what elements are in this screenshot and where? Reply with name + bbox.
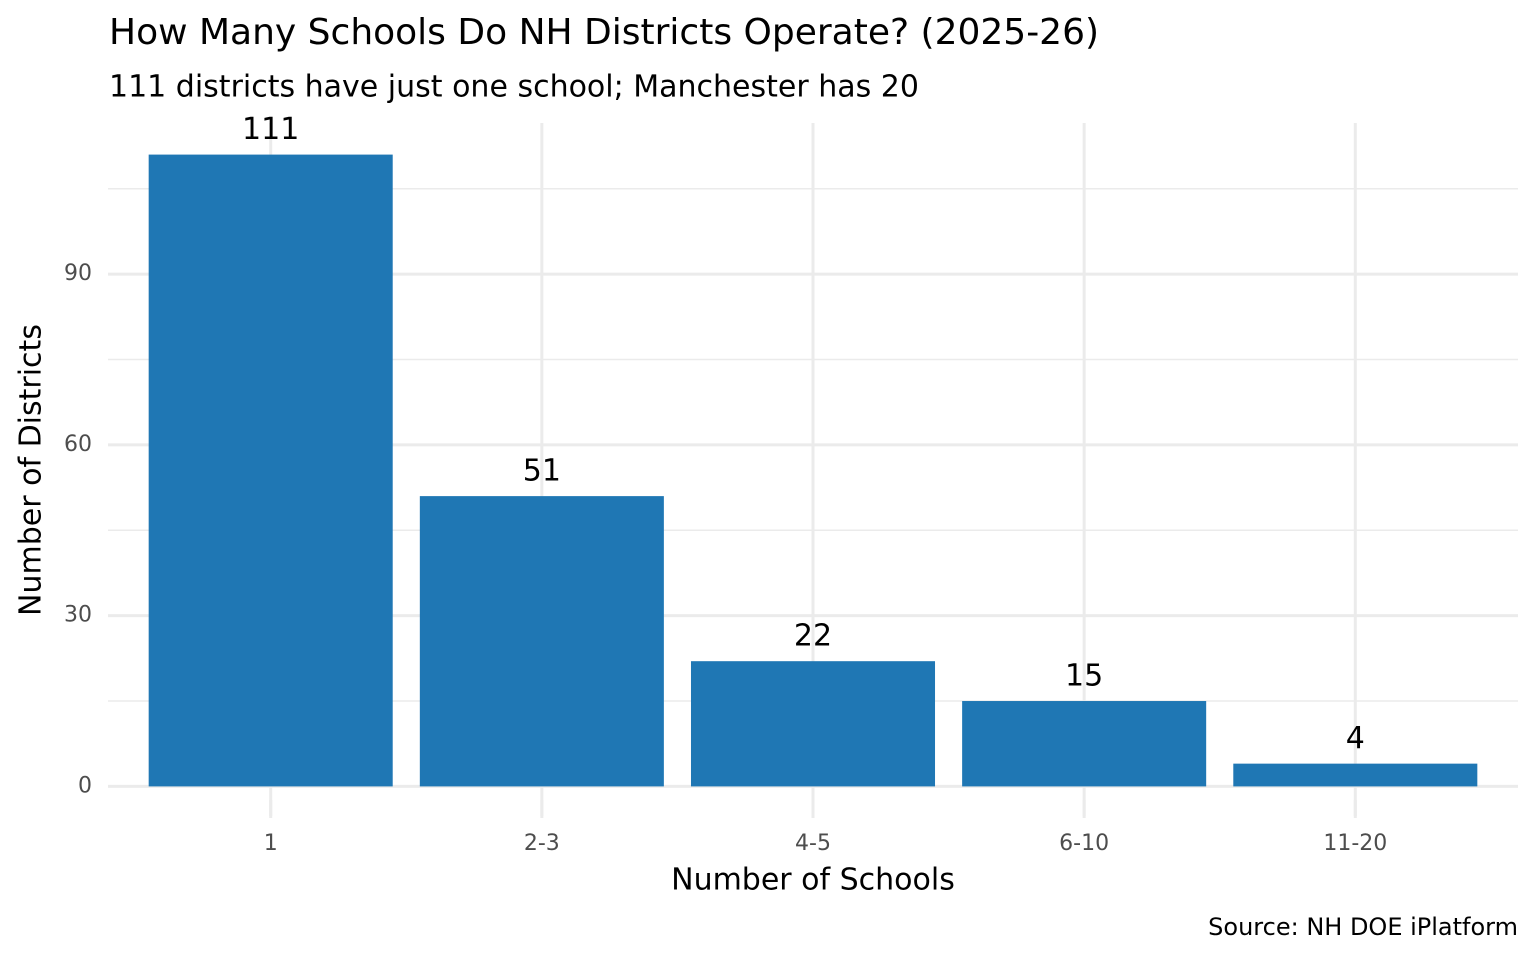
x-axis-title: Number of Schools	[671, 863, 955, 898]
bar	[148, 154, 393, 787]
bar	[1233, 763, 1478, 787]
y-axis-title: Number of Districts	[14, 324, 49, 616]
bar	[419, 496, 664, 787]
value-label: 51	[523, 454, 561, 489]
x-tick-label: 6-10	[1059, 831, 1109, 856]
chart-title: How Many Schools Do NH Districts Operate…	[109, 12, 1099, 53]
x-tick-label: 2-3	[524, 831, 560, 856]
x-tick-label: 11-20	[1323, 831, 1387, 856]
x-tick-label: 4-5	[795, 831, 831, 856]
value-label: 4	[1346, 721, 1365, 756]
y-tick-label: 60	[64, 432, 92, 457]
chart-subtitle: 111 districts have just one school; Manc…	[109, 70, 919, 105]
value-label: 111	[242, 112, 299, 147]
bar	[690, 661, 936, 787]
bar	[962, 701, 1207, 787]
value-label: 22	[794, 619, 832, 654]
caption: Source: NH DOE iPlatform	[1208, 913, 1518, 941]
y-tick-label: 0	[78, 773, 92, 798]
y-tick-label: 30	[64, 603, 92, 628]
x-tick-label: 1	[264, 831, 278, 856]
y-tick-label: 90	[64, 261, 92, 286]
value-label: 15	[1065, 659, 1103, 694]
